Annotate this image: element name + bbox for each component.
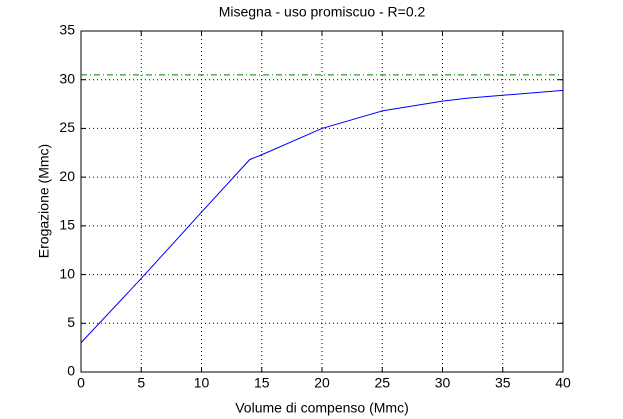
x-tick-label: 30	[435, 375, 451, 391]
data-line	[80, 89, 564, 344]
x-tick-label: 10	[194, 375, 210, 391]
y-tick-label: 25	[59, 119, 75, 135]
x-tick-label: 20	[314, 375, 330, 391]
y-tick-label: 10	[59, 265, 75, 281]
plot-frame	[80, 30, 564, 373]
chart-title: Misegna - uso promiscuo - R=0.2	[219, 4, 426, 20]
y-tick-label: 0	[67, 363, 75, 379]
y-tick-label: 20	[59, 168, 75, 184]
x-tick-label: 40	[555, 375, 571, 391]
y-tick-label: 15	[59, 217, 75, 233]
y-tick-label: 35	[59, 22, 75, 38]
x-tick-label: 0	[77, 375, 85, 391]
y-axis-label: Erogazione (Mmc)	[36, 144, 52, 258]
x-tick-label: 5	[137, 375, 145, 391]
x-tick-label: 25	[374, 375, 390, 391]
y-tick-label: 30	[59, 70, 75, 86]
x-tick-label: 15	[254, 375, 270, 391]
x-axis-label: Volume di compenso (Mmc)	[235, 400, 409, 416]
x-tick-label: 35	[495, 375, 511, 391]
y-tick-label: 5	[67, 314, 75, 330]
